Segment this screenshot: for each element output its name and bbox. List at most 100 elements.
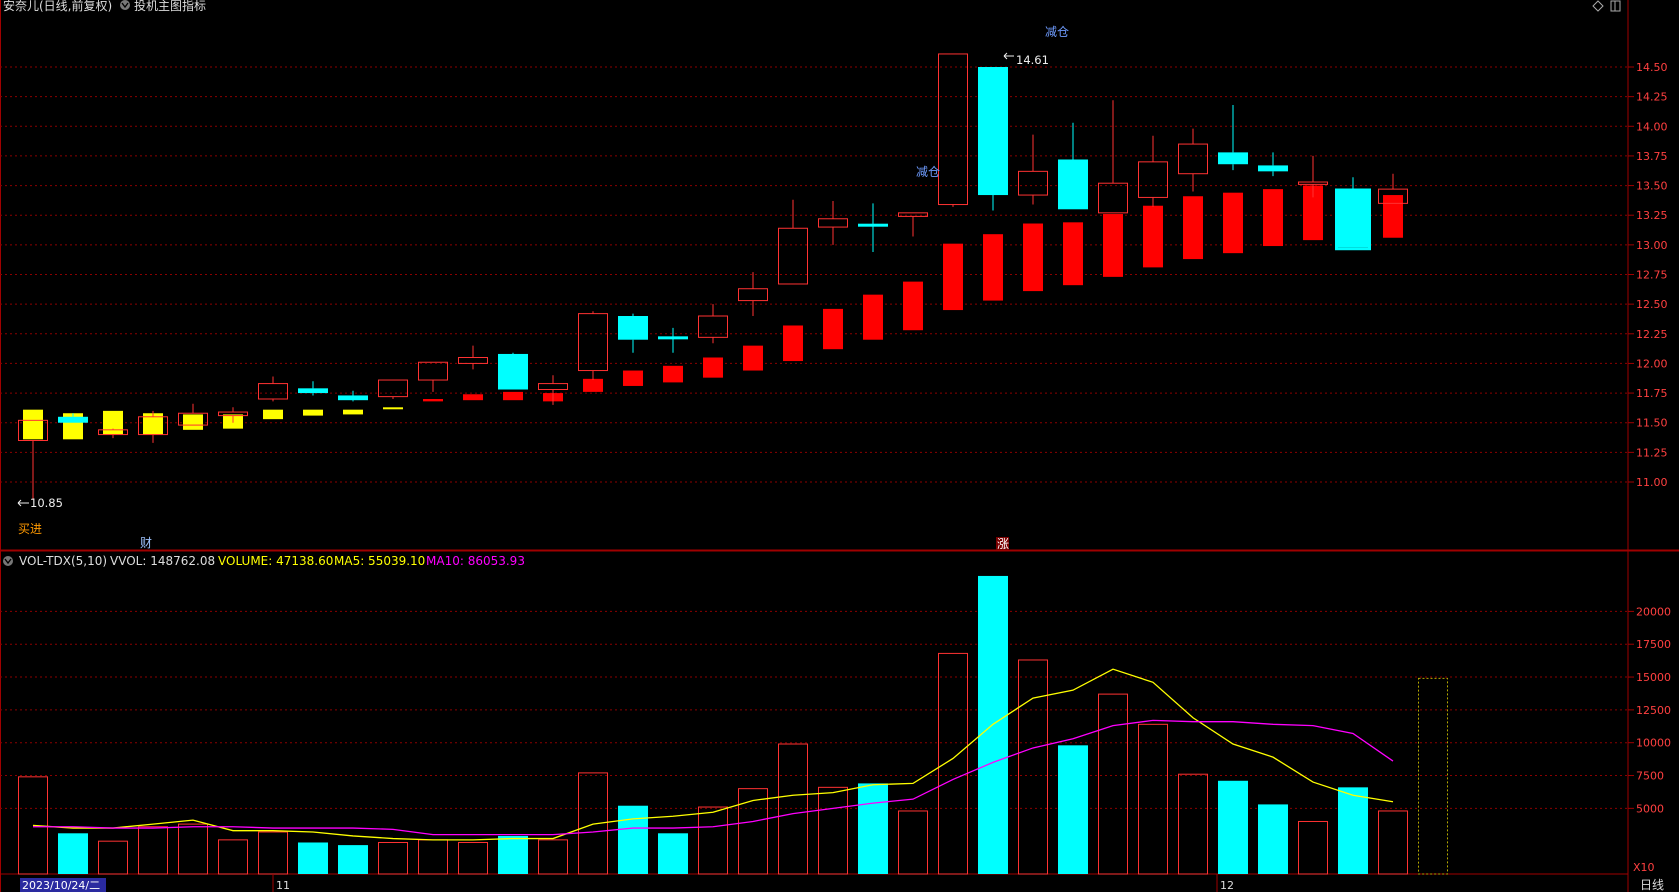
volume-bar	[538, 839, 568, 875]
volume-indicator-name: VOL-TDX(5,10)	[19, 554, 107, 568]
candle-body	[1338, 191, 1368, 248]
candle-body	[378, 379, 408, 398]
candle-body	[1298, 181, 1328, 185]
high-price-label: 14.61	[1016, 53, 1049, 67]
candle-body	[658, 336, 688, 340]
month-12-label: 12	[1220, 879, 1234, 892]
vvol-value: VVOL: 148762.08	[110, 554, 215, 568]
trend-candle	[343, 409, 363, 415]
candle-body	[1258, 165, 1288, 172]
candle-body	[298, 388, 328, 394]
volume-dropdown-icon[interactable]	[3, 556, 13, 566]
indicator-dropdown-icon[interactable]	[120, 0, 130, 10]
volume-bar	[178, 823, 208, 875]
trend-candle	[1383, 195, 1403, 238]
candle-body	[498, 353, 528, 390]
price-tick-label: 13.75	[1636, 150, 1668, 163]
price-tick-label: 12.75	[1636, 269, 1668, 282]
volume-bar	[1178, 773, 1208, 875]
ma5-line	[32, 668, 1394, 841]
trend-candle	[23, 409, 43, 440]
volume-bar	[218, 839, 248, 875]
volume-axis-ticks: 20000 17500 15000 12500 10000 7500 5000	[1628, 605, 1671, 815]
price-tick-label: 14.25	[1636, 91, 1668, 104]
trend-candle	[103, 410, 123, 435]
chart-title: 安奈儿(日线,前复权)	[3, 0, 112, 13]
trend-candle	[143, 413, 163, 435]
candle-body	[18, 419, 48, 442]
candle-body	[138, 416, 168, 436]
volume-tick-label: 17500	[1636, 638, 1671, 651]
trend-candle	[823, 308, 843, 350]
candle-body	[978, 67, 1008, 196]
volume-multiplier: X10	[1633, 861, 1655, 874]
candle-body	[458, 357, 488, 364]
price-axis-ticks: 14.50 14.25 14.00 13.75 13.50 13.25 13.00 12.75…	[1628, 61, 1668, 489]
candle-body	[778, 227, 808, 285]
price-tick-label: 11.00	[1636, 476, 1668, 489]
volume-bar	[1258, 804, 1288, 874]
candle-body	[218, 411, 248, 417]
volume-bar	[138, 826, 168, 875]
trend-candle	[583, 378, 603, 392]
volume-bar-current	[1378, 810, 1408, 875]
volume-tick-label: 15000	[1636, 671, 1671, 684]
first-date-highlight	[20, 878, 106, 892]
period-label[interactable]: 日线	[1640, 878, 1664, 892]
ma10-value: MA10: 86053.93	[426, 554, 525, 568]
volume-bar	[1218, 780, 1248, 874]
volume-bar	[1018, 659, 1048, 875]
volume-bar	[18, 776, 48, 875]
ma5-value: MA5: 55039.10	[334, 554, 425, 568]
trend-candle	[943, 243, 963, 311]
trend-candle	[303, 409, 323, 416]
volume-bar	[658, 833, 688, 874]
volume-bar	[498, 835, 528, 874]
volume-bar	[458, 841, 488, 875]
trend-candle	[503, 391, 523, 401]
trend-candle	[743, 345, 763, 371]
trend-candle	[703, 357, 723, 378]
candle-body	[698, 315, 728, 338]
trend-candle	[1103, 214, 1123, 277]
first-date-label[interactable]: 2023/10/24/二	[22, 879, 100, 892]
candle-body	[1058, 159, 1088, 210]
volume-bar	[1138, 723, 1168, 875]
volume-bar	[98, 840, 128, 875]
volume-bar	[698, 806, 728, 875]
reduce-signal-label-1: 减仓	[916, 165, 940, 179]
diamond-icon[interactable]	[1592, 0, 1604, 12]
volume-bar	[858, 783, 888, 874]
candle-body	[1178, 143, 1208, 175]
candle-body	[1098, 182, 1128, 214]
volume-tick-label: 20000	[1636, 605, 1671, 618]
candle-body	[178, 412, 208, 426]
trend-candle	[783, 325, 803, 362]
candle-body	[938, 53, 968, 206]
candle-body	[58, 416, 88, 423]
volume-bar	[1058, 745, 1088, 874]
zhang-marker-label[interactable]: 涨	[997, 536, 1009, 551]
candle-body	[1018, 170, 1048, 196]
candle-body	[738, 288, 768, 302]
trend-candle	[383, 407, 403, 410]
price-tick-label: 13.00	[1636, 239, 1668, 252]
trend-candle	[1063, 222, 1083, 286]
price-tick-label: 11.75	[1636, 387, 1668, 400]
candle-body	[858, 223, 888, 227]
trend-candle	[1223, 192, 1243, 254]
trend-candle	[463, 394, 483, 401]
trend-candle	[1303, 185, 1323, 241]
candle-body	[818, 218, 848, 228]
trend-candle	[1263, 189, 1283, 247]
volume-bar	[618, 805, 648, 874]
low-arrow-icon	[17, 499, 29, 507]
candle-body	[618, 316, 648, 340]
candle-body	[538, 383, 568, 391]
selected-candle-frame	[1335, 188, 1371, 251]
volume-bar	[418, 839, 448, 875]
cai-marker-label[interactable]: 财	[140, 536, 152, 550]
indicator-label[interactable]: 投机主图指标	[134, 0, 206, 13]
volume-bar	[258, 831, 288, 875]
